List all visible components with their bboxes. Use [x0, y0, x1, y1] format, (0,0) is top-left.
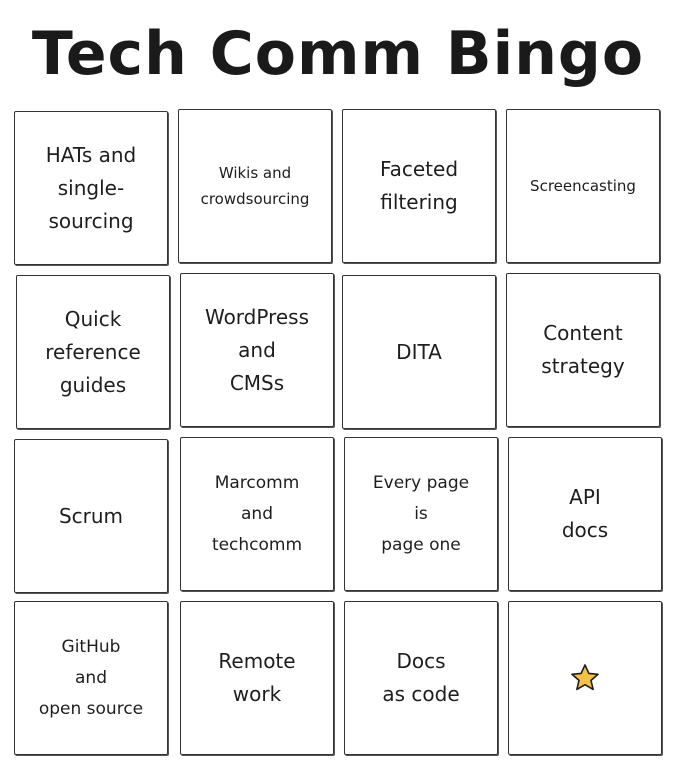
bingo-cell-hats-single-sourcing[interactable]: HATs and single- sourcing [14, 111, 168, 265]
bingo-cell-marcomm-techcomm[interactable]: Marcomm and techcomm [180, 437, 334, 591]
bingo-cell-docs-as-code[interactable]: Docs as code [344, 601, 498, 755]
bingo-cell-dita[interactable]: DITA [342, 275, 496, 429]
star-icon [571, 664, 599, 691]
bingo-cell-quick-reference-guides[interactable]: Quick reference guides [16, 275, 170, 429]
bingo-cell-screencasting[interactable]: Screencasting [506, 109, 660, 263]
bingo-cell-remote-work[interactable]: Remote work [180, 601, 334, 755]
bingo-cell-free-space[interactable] [508, 601, 662, 755]
bingo-cell-every-page-is-page-one[interactable]: Every page is page one [344, 437, 498, 591]
bingo-cell-content-strategy[interactable]: Content strategy [506, 273, 660, 427]
bingo-cell-scrum[interactable]: Scrum [14, 439, 168, 593]
bingo-cell-faceted-filtering[interactable]: Faceted filtering [342, 109, 496, 263]
page-title: Tech Comm Bingo [31, 19, 645, 89]
bingo-board: HATs and single- sourcing Wikis and crow… [14, 109, 666, 763]
bingo-cell-api-docs[interactable]: API docs [508, 437, 662, 591]
bingo-cell-wikis-crowdsourcing[interactable]: Wikis and crowdsourcing [178, 109, 332, 263]
bingo-cell-wordpress-cmss[interactable]: WordPress and CMSs [180, 273, 334, 427]
bingo-cell-github-open-source[interactable]: GitHub and open source [14, 601, 168, 755]
